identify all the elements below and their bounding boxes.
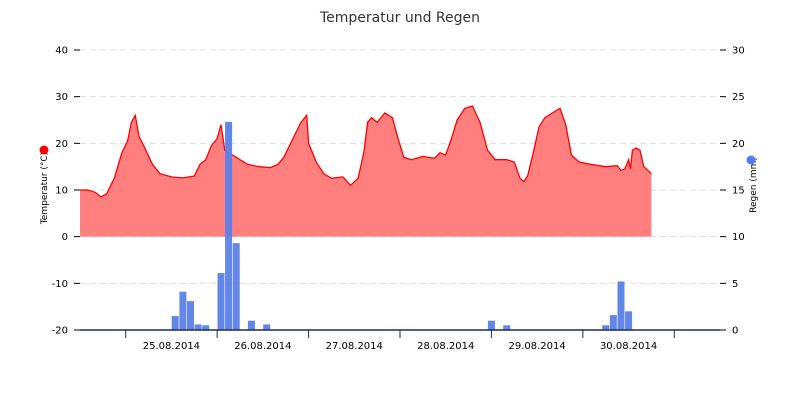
rain-bar [187, 301, 194, 330]
y-right-tick-label: 10 [732, 232, 745, 243]
temperature-legend-marker [39, 145, 49, 155]
rain-legend-marker [746, 155, 756, 165]
y-axis-right: 0 5 10 15 20 25 30 [720, 46, 745, 337]
y-right-tick-label: 5 [732, 279, 738, 290]
x-tick-label: 29.08.2014 [509, 341, 566, 352]
rain-bar [609, 315, 617, 330]
y-right-tick-label: 30 [732, 46, 745, 57]
rain-bar [202, 325, 210, 330]
x-tick-label: 25.08.2014 [143, 341, 200, 352]
temperature-series [80, 105, 652, 237]
rain-bar [217, 273, 225, 330]
y-right-tick-label: 15 [732, 186, 745, 197]
chart-title: Temperatur und Regen [319, 10, 480, 26]
y-left-tick-label: -10 [52, 279, 68, 290]
y-left-tick-label: 40 [55, 46, 68, 57]
y-left-title-text: Temperatur (°C) [40, 152, 50, 225]
rain-bar [487, 320, 495, 330]
rain-bar [225, 121, 233, 331]
x-tick-label: 30.08.2014 [600, 341, 657, 352]
rain-bar [625, 311, 633, 330]
y-right-tick-label: 0 [732, 326, 738, 337]
rain-bar [602, 325, 610, 330]
y-left-tick-label: 0 [62, 232, 68, 243]
y-right-tick-label: 25 [732, 92, 745, 103]
x-axis: 25.08.2014 26.08.2014 27.08.2014 28.08.2014… [125, 330, 675, 352]
rain-series [171, 121, 633, 331]
temperature-line [80, 105, 652, 198]
y-left-tick-label: 30 [55, 92, 68, 103]
y-right-tick-label: 20 [732, 139, 745, 150]
y-right-title: Regen (mm) [749, 157, 759, 213]
y-left-tick-label: 10 [55, 186, 68, 197]
x-tick-label: 26.08.2014 [234, 341, 291, 352]
x-tick-label: 27.08.2014 [326, 341, 383, 352]
y-left-tick-label: -20 [52, 326, 68, 337]
rain-bar [232, 243, 240, 330]
rain-bar [194, 324, 202, 330]
rain-bar [617, 281, 625, 330]
y-axis-left: -20 -10 0 10 20 30 40 [52, 46, 80, 337]
y-right-title-text: Regen (mm) [749, 157, 759, 213]
rain-bar [503, 325, 511, 330]
rain-bar [171, 316, 179, 330]
y-left-title: Temperatur (°C) [40, 152, 50, 225]
y-left-tick-label: 20 [55, 139, 68, 150]
x-tick-label: 28.08.2014 [417, 341, 474, 352]
rain-bar [179, 291, 187, 330]
rain-bar [247, 320, 255, 330]
rain-bar [263, 324, 271, 330]
